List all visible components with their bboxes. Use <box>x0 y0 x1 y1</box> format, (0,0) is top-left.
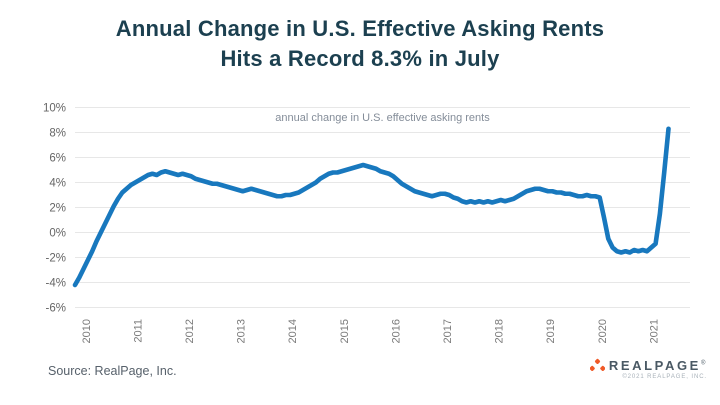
x-axis-tick-label: 2016 <box>390 319 402 343</box>
logo-dot <box>600 365 605 371</box>
x-axis-tick-label: 2020 <box>597 319 609 343</box>
y-axis-tick-label: -4% <box>46 278 66 290</box>
realpage-copyright: ©2021 REALPAGE, INC. <box>622 374 707 380</box>
rent-change-line-series <box>72 126 671 288</box>
y-axis-tick-label: 6% <box>49 153 66 165</box>
x-axis-tick-label: 2021 <box>648 319 660 343</box>
y-axis-tick-label: 10% <box>43 103 66 115</box>
x-axis-tick-label: 2011 <box>132 319 144 343</box>
y-axis-tick-label: -2% <box>46 253 66 265</box>
realpage-logo: REALPAGE® ©2021 REALPAGE, INC. <box>589 358 708 380</box>
source-note: Source: RealPage, Inc. <box>48 364 177 378</box>
x-axis-tick-label: 2014 <box>287 319 299 343</box>
y-axis-tick-label: 8% <box>49 128 66 140</box>
x-axis-tick-label: 2018 <box>494 319 506 343</box>
x-axis-tick-label: 2010 <box>81 319 93 343</box>
x-axis-tick-label: 2017 <box>442 319 454 343</box>
y-axis-tick-label: 0% <box>49 228 66 240</box>
x-axis-tick-label: 2012 <box>184 319 196 343</box>
logo-dot <box>594 358 600 364</box>
x-axis-tick-label: 2019 <box>545 319 557 343</box>
chart-title: Annual Change in U.S. Effective Asking R… <box>0 14 720 75</box>
registered-trademark-symbol: ® <box>700 360 708 367</box>
rent-line-chart: 10% 8% 6% 4% 2% 0% -2% -4% -6% 2010 2011 2012 2013 20… <box>43 103 690 343</box>
logo-dot <box>589 365 595 371</box>
y-axis-tick-label: -6% <box>46 303 66 315</box>
chart-title-line2: Hits a Record 8.3% in July <box>220 46 500 72</box>
realpage-dots-icon <box>589 358 605 371</box>
y-axis-tick-label: 4% <box>49 178 66 190</box>
realpage-wordmark: REALPAGE® <box>608 358 708 373</box>
x-axis-tick-label: 2013 <box>236 319 248 343</box>
y-axis-tick-label: 2% <box>49 203 66 215</box>
x-axis-tick-label: 2015 <box>339 319 351 343</box>
series-legend-label: annual change in U.S. effective asking r… <box>275 112 490 124</box>
chart-title-line1: Annual Change in U.S. Effective Asking R… <box>115 16 605 41</box>
